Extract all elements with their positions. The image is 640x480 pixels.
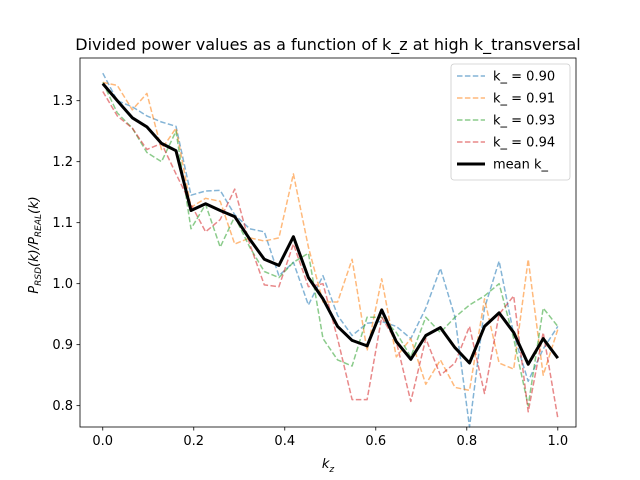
x-tick-label: 0.6 xyxy=(365,434,386,449)
x-axis: 0.0 0.2 0.4 0.6 0.8 1.0 xyxy=(92,427,568,449)
legend-label: k_ = 0.90 xyxy=(493,70,555,85)
series-line-2 xyxy=(102,82,559,407)
y-axis-label-part: RSD xyxy=(34,267,44,286)
y-axis-label-part: (k)/P xyxy=(27,237,42,267)
x-axis-label: kz xyxy=(322,457,335,475)
y-tick-label: 1.0 xyxy=(52,277,73,292)
y-tick-label: 1.1 xyxy=(52,216,73,231)
x-tick-label: 0.4 xyxy=(274,434,295,449)
x-tick-label: 0.0 xyxy=(92,434,113,449)
y-axis: 0.8 0.9 1.0 1.1 1.2 1.3 xyxy=(52,94,80,414)
legend-label: k_ = 0.94 xyxy=(493,136,555,151)
y-axis-label-part: P xyxy=(27,286,42,294)
legend-box xyxy=(450,63,571,181)
y-axis-label-part: REAL xyxy=(34,214,44,237)
legend-label: k_ = 0.91 xyxy=(493,92,555,107)
y-axis-label-part: (k) xyxy=(27,196,42,214)
legend: k_ = 0.90 k_ = 0.91 k_ = 0.93 k_ = 0.94 mean… xyxy=(450,63,571,181)
y-tick-label: 1.2 xyxy=(52,155,73,170)
legend-label: k_ = 0.93 xyxy=(493,114,555,129)
x-tick-label: 0.8 xyxy=(456,434,477,449)
series-line-1 xyxy=(102,81,559,392)
y-tick-label: 1.3 xyxy=(52,94,73,109)
legend-label: mean k_ xyxy=(493,158,549,173)
y-axis-label: PRSD(k)/PREAL(k) xyxy=(27,196,44,293)
chart-title: Divided power values as a function of k_… xyxy=(75,35,580,55)
x-tick-label: 0.2 xyxy=(183,434,204,449)
x-axis-label-subscript: z xyxy=(328,465,334,475)
y-tick-label: 0.9 xyxy=(52,338,73,353)
series-line-4 xyxy=(101,82,560,366)
x-tick-label: 1.0 xyxy=(547,434,568,449)
x-axis-label-main: k xyxy=(322,457,330,472)
plot-area xyxy=(79,57,577,428)
series-line-3 xyxy=(102,91,559,419)
plot-frame xyxy=(79,57,577,428)
y-tick-label: 0.8 xyxy=(52,399,73,414)
